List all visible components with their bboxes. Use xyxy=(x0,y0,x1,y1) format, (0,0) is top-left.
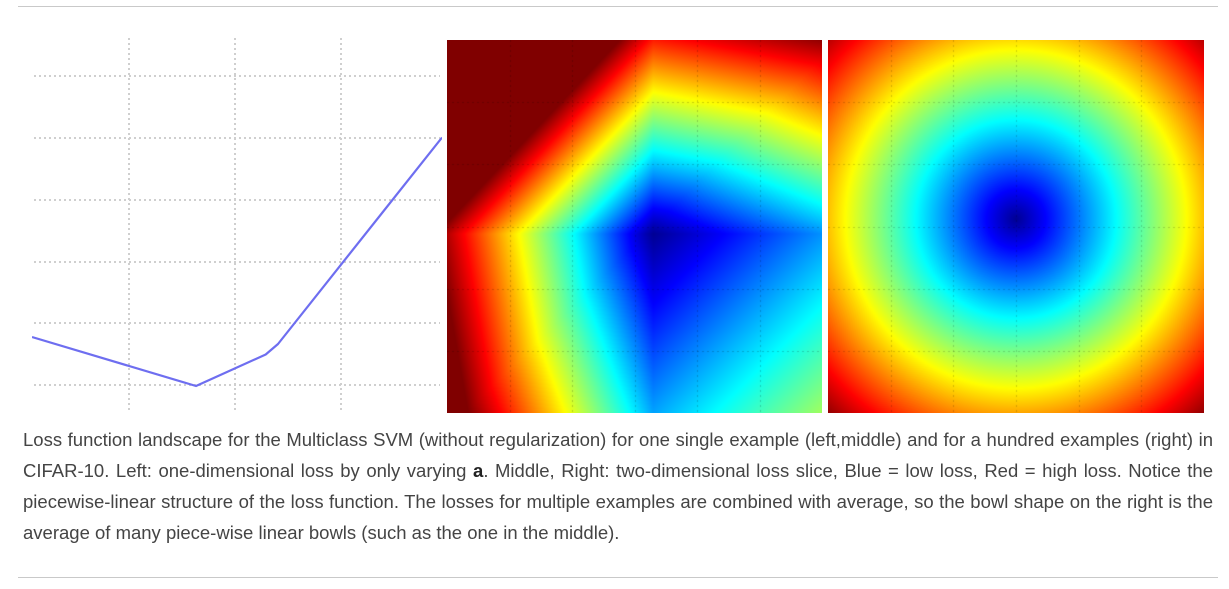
line-chart-svg xyxy=(32,38,442,412)
bottom-divider xyxy=(18,577,1218,578)
hundred-examples-loss-heatmap xyxy=(828,40,1204,413)
one-dimensional-loss-plot xyxy=(32,36,442,414)
grid xyxy=(34,38,440,412)
loss-landscape-figure xyxy=(32,36,1204,414)
single-example-loss-heatmap xyxy=(447,40,822,413)
caption-part-1: Loss function landscape for the Multicla… xyxy=(23,429,1213,481)
heatmap-canvas-middle xyxy=(447,40,822,413)
heatmap-canvas-right xyxy=(828,40,1204,413)
loss-lines xyxy=(32,136,442,388)
top-divider xyxy=(18,6,1218,7)
loss-series-line-1 xyxy=(32,136,442,388)
caption-part-2: . Middle, Right: two-dimensional loss sl… xyxy=(23,460,1213,543)
figure-caption: Loss function landscape for the Multicla… xyxy=(23,424,1213,548)
caption-bold-variable: a xyxy=(473,460,484,481)
